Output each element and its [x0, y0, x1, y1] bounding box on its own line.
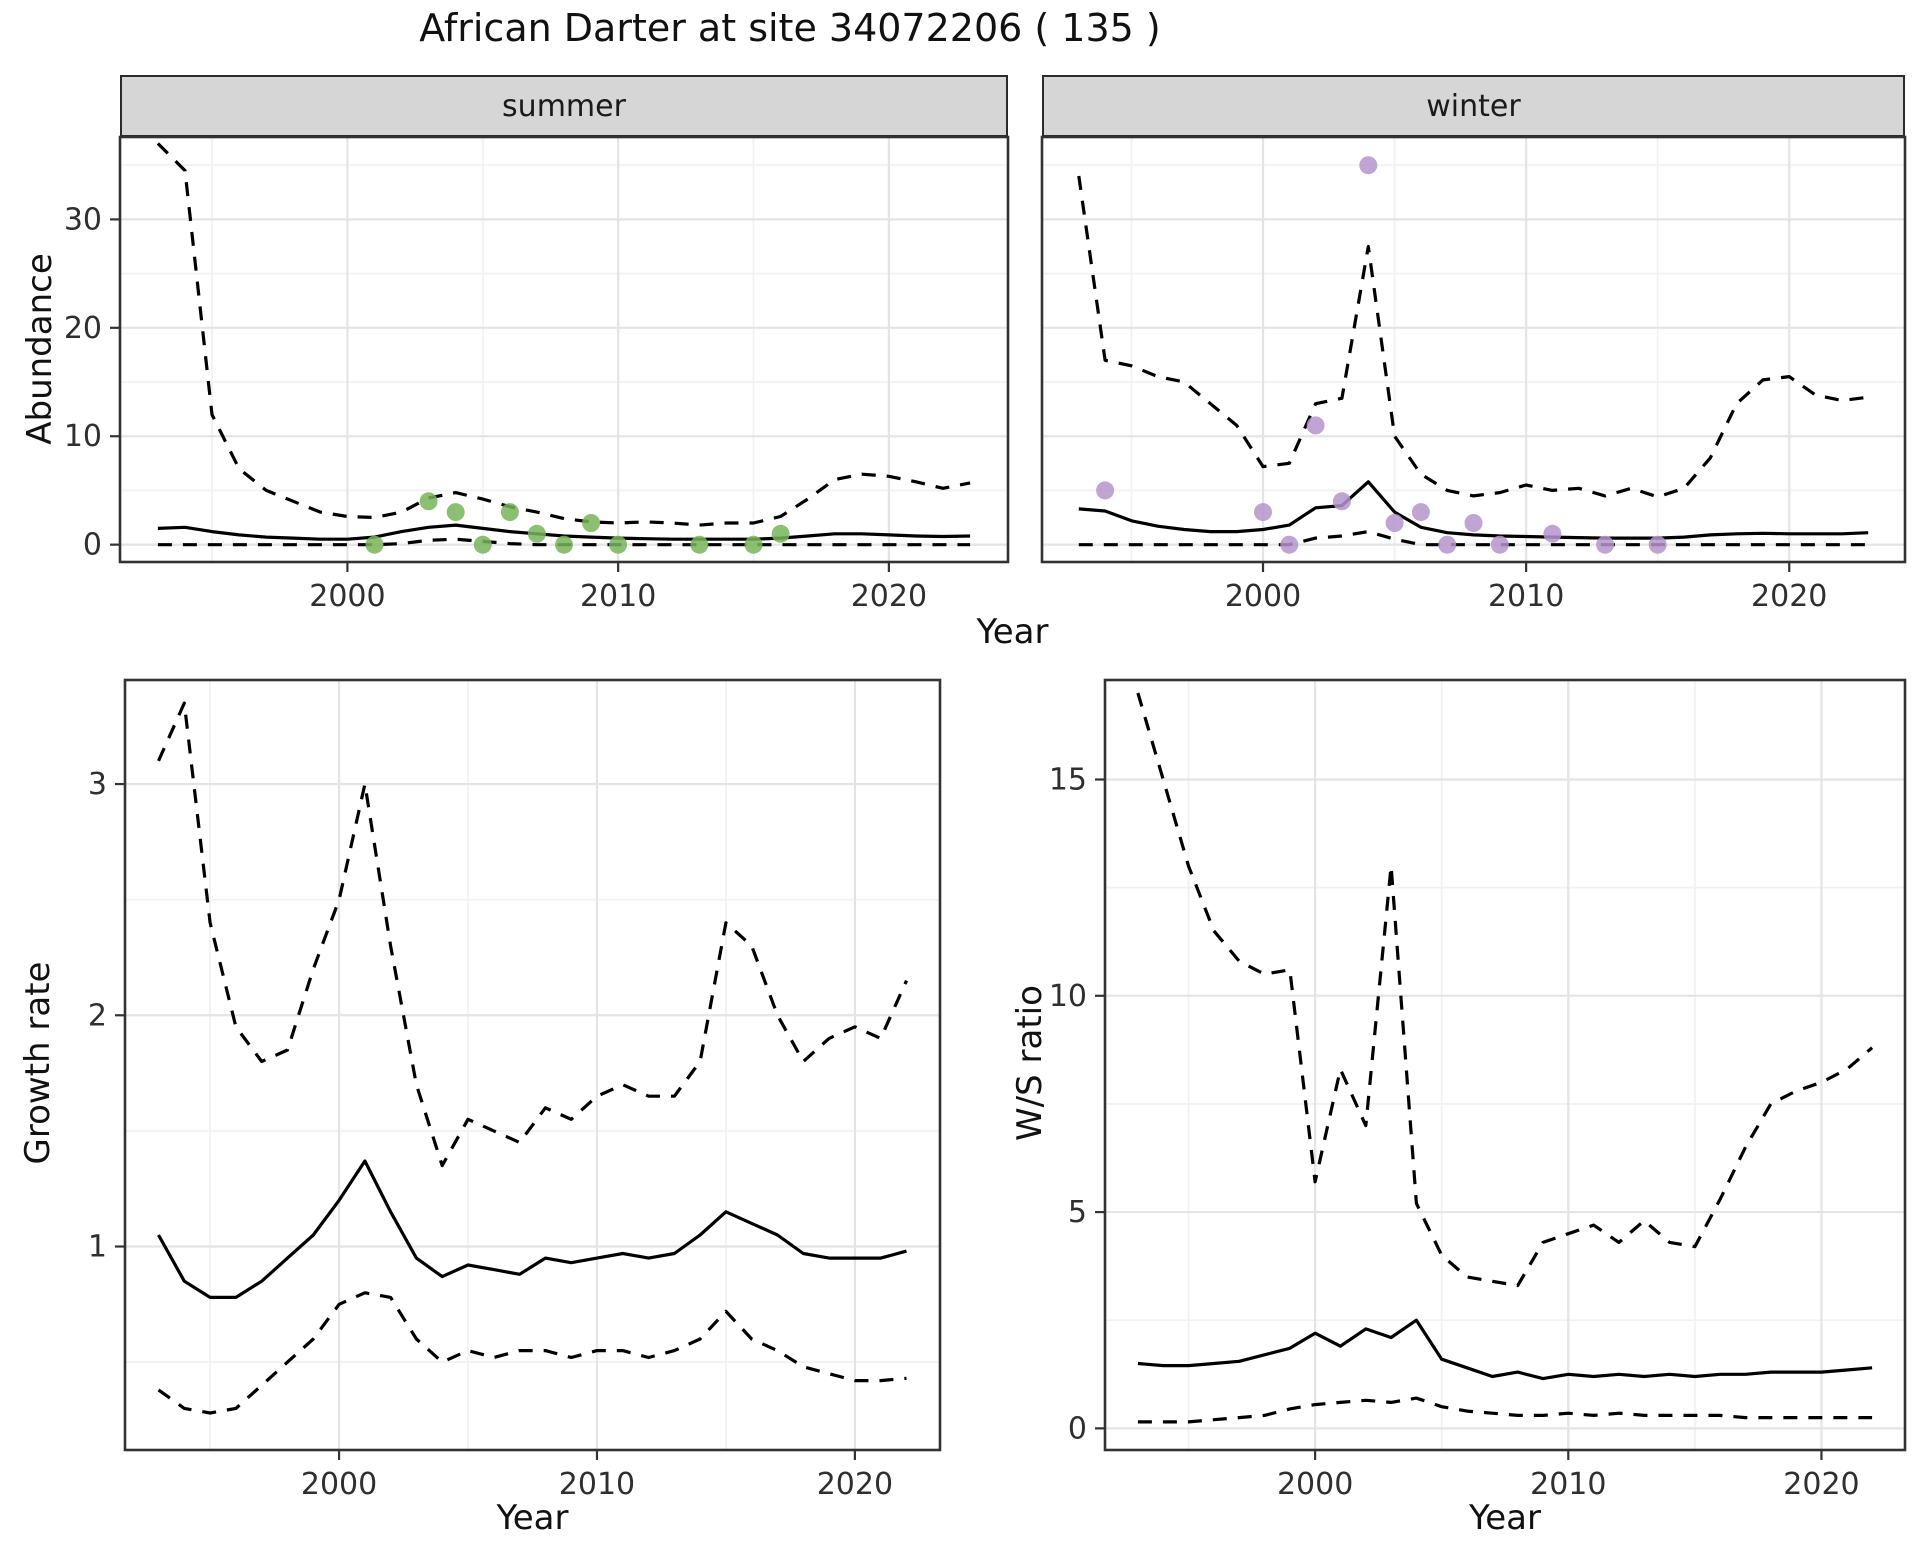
- observation-point: [744, 535, 763, 554]
- y-tick-label: 30: [64, 202, 102, 237]
- panel-bg: [1105, 680, 1905, 1450]
- y-tick-label: 0: [1068, 1411, 1087, 1446]
- facet-strip-winter: winter: [1042, 75, 1905, 137]
- panel-bg: [120, 137, 1008, 562]
- panel-bg: [1042, 137, 1905, 562]
- x-tick-label: 2010: [559, 1467, 635, 1502]
- upper-ci-line: [1136, 692, 1874, 1288]
- observation-point: [1438, 535, 1457, 554]
- y-tick-label: 5: [1068, 1195, 1087, 1230]
- x-tick-label: 2020: [1783, 1467, 1859, 1502]
- observation-point: [1332, 492, 1351, 511]
- x-tick-label: 2000: [1225, 579, 1301, 614]
- lower-ci-line: [157, 1291, 907, 1415]
- x-tick-label: 2000: [309, 579, 385, 614]
- observation-point: [1411, 503, 1430, 522]
- observation-point: [1543, 524, 1562, 543]
- observation-point: [1306, 416, 1325, 435]
- y-tick-label: 2: [88, 998, 107, 1033]
- lower-ci-line: [1078, 529, 1869, 547]
- median-line: [157, 1159, 907, 1300]
- observation-point: [446, 503, 465, 522]
- y-tick-label: 20: [64, 311, 102, 346]
- median-line: [1137, 1318, 1873, 1381]
- observation-point: [771, 524, 790, 543]
- x-tick-label: 2020: [851, 579, 927, 614]
- figure-title: African Darter at site 34072206 ( 135 ): [419, 6, 1161, 50]
- median-line: [1078, 480, 1869, 540]
- observation-point: [527, 524, 546, 543]
- x-tick-label: 2010: [1488, 579, 1564, 614]
- y-tick-label: 3: [88, 767, 107, 802]
- facet-strip-winter-label: winter: [1426, 88, 1521, 124]
- observation-point: [1096, 481, 1115, 500]
- observation-point: [1596, 535, 1615, 554]
- facet-strip-summer-label: summer: [502, 88, 626, 124]
- x-tick-label: 2010: [580, 579, 656, 614]
- observation-point: [1385, 514, 1404, 532]
- facet-strip-summer: summer: [120, 75, 1008, 137]
- y-tick-label: 10: [1049, 979, 1087, 1014]
- observation-point: [690, 535, 709, 554]
- x-tick-label: 2010: [1530, 1467, 1606, 1502]
- observation-point: [609, 535, 628, 554]
- x-tick-label: 2020: [1751, 579, 1827, 614]
- observation-point: [555, 535, 573, 554]
- observation-point: [582, 514, 601, 532]
- observation-point: [1490, 535, 1509, 554]
- upper-ci-line: [156, 142, 971, 527]
- observation-point: [1359, 156, 1378, 175]
- x-axis-title-top: Year: [976, 612, 1049, 652]
- panel-bg: [125, 680, 940, 1450]
- x-tick-label: 2020: [817, 1467, 893, 1502]
- y-tick-label: 10: [64, 419, 102, 454]
- x-tick-label: 2000: [301, 1467, 377, 1502]
- observation-point: [1464, 514, 1483, 532]
- observation-point: [1648, 535, 1667, 554]
- observation-point: [1254, 503, 1272, 522]
- observation-point: [1280, 535, 1299, 554]
- observation-point: [473, 535, 492, 554]
- upper-ci-line: [157, 701, 908, 1168]
- panel-border: [1040, 135, 1907, 564]
- x-tick-label: 2000: [1277, 1467, 1353, 1502]
- observation-point: [419, 492, 438, 511]
- y-tick-label: 1: [88, 1230, 107, 1265]
- y-tick-label: 15: [1049, 762, 1087, 797]
- y-tick-label: 0: [83, 528, 102, 563]
- panel-border: [123, 678, 942, 1452]
- panel-border: [1103, 678, 1907, 1452]
- upper-ci-line: [1077, 175, 1869, 499]
- x-axis-title-growth: Year: [496, 1498, 569, 1538]
- x-axis-title-ws: Year: [1469, 1498, 1541, 1538]
- observation-point: [365, 535, 384, 554]
- observation-point: [500, 503, 519, 522]
- panel-border: [118, 135, 1010, 564]
